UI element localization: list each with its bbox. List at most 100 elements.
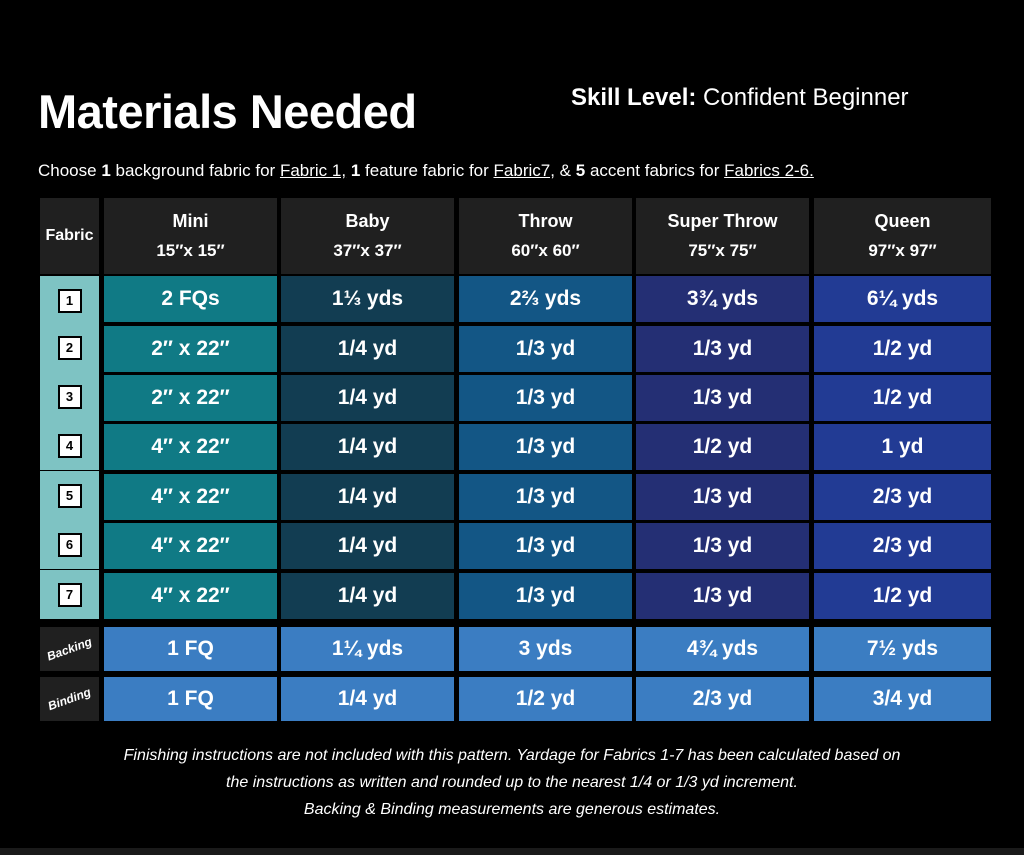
fabric-number-cell: 7 bbox=[40, 570, 99, 619]
yardage-value: 1/3 yd bbox=[515, 386, 576, 409]
yardage-cell-mini: 4″ x 22″ bbox=[104, 474, 277, 520]
fabric-header-label: Fabric bbox=[45, 227, 94, 244]
column-name: Mini bbox=[172, 211, 209, 231]
fabric-number-cell: 1 bbox=[40, 276, 99, 325]
yardage-cell-super-throw: 1/3 yd bbox=[636, 523, 809, 569]
yardage-value: 1/3 yd bbox=[692, 485, 753, 508]
yardage-value: 1/2 yd bbox=[872, 386, 933, 409]
yardage-cell-mini: 4″ x 22″ bbox=[104, 523, 277, 569]
column-header-super-throw: Super Throw 75″x 75″ bbox=[636, 198, 809, 274]
yardage-value: 1 FQ bbox=[167, 687, 214, 710]
yardage-cell-throw: 2⅔ yds bbox=[459, 276, 632, 322]
column-name: Super Throw bbox=[667, 211, 778, 231]
yardage-value: 1/3 yd bbox=[692, 337, 753, 360]
yardage-value: 1/3 yd bbox=[692, 584, 753, 607]
fabric-number-cell: 5 bbox=[40, 471, 99, 520]
binding-cell-mini: 1 FQ bbox=[104, 677, 277, 721]
binding-label-cell: Binding bbox=[40, 677, 99, 721]
yardage-cell-queen: 1 yd bbox=[814, 424, 991, 470]
yardage-value: 1/4 yd bbox=[337, 337, 398, 360]
yardage-value: 1/3 yd bbox=[515, 485, 576, 508]
fabric-number-cell: 2 bbox=[40, 323, 99, 372]
backing-cell-throw: 3 yds bbox=[459, 627, 632, 671]
yardage-value: 1/4 yd bbox=[337, 534, 398, 557]
yardage-cell-throw: 1/3 yd bbox=[459, 474, 632, 520]
yardage-value: 1/4 yd bbox=[337, 687, 398, 710]
yardage-value: 4″ x 22″ bbox=[151, 584, 230, 607]
fabric-number-box: 3 bbox=[57, 384, 82, 409]
yardage-value: 4″ x 22″ bbox=[151, 485, 230, 508]
yardage-cell-baby: 1/4 yd bbox=[281, 424, 454, 470]
intro-part: accent fabrics for bbox=[585, 161, 725, 180]
yardage-cell-mini: 2″ x 22″ bbox=[104, 326, 277, 372]
binding-cell-baby: 1/4 yd bbox=[281, 677, 454, 721]
yardage-cell-queen: 6¼ yds bbox=[814, 276, 991, 322]
backing-cell-queen: 7½ yds bbox=[814, 627, 991, 671]
yardage-cell-baby: 1⅓ yds bbox=[281, 276, 454, 322]
fabric-number-box: 6 bbox=[57, 532, 82, 557]
intro-part: & bbox=[554, 161, 576, 180]
skill-level-label: Skill Level: bbox=[571, 84, 697, 111]
yardage-cell-baby: 1/4 yd bbox=[281, 474, 454, 520]
yardage-cell-baby: 1/4 yd bbox=[281, 326, 454, 372]
intro-count: 5 bbox=[575, 161, 586, 180]
yardage-cell-queen: 2/3 yd bbox=[814, 523, 991, 569]
yardage-value: 2/3 yd bbox=[872, 485, 933, 508]
binding-cell-queen: 3/4 yd bbox=[814, 677, 991, 721]
yardage-value: 2/3 yd bbox=[872, 534, 933, 557]
column-header-baby: Baby 37″x 37″ bbox=[281, 198, 454, 274]
intro-part: Choose bbox=[38, 161, 102, 180]
yardage-value: 2 FQs bbox=[161, 287, 220, 310]
intro-part: background fabric for bbox=[110, 161, 280, 180]
fabric-number-box: 4 bbox=[57, 433, 82, 458]
yardage-cell-mini: 4″ x 22″ bbox=[104, 573, 277, 619]
yardage-value: 1/2 yd bbox=[872, 337, 933, 360]
column-name: Throw bbox=[518, 211, 573, 231]
yardage-cell-super-throw: 1/3 yd bbox=[636, 573, 809, 619]
intro-fabric-ref: Fabric 1, bbox=[279, 161, 347, 180]
yardage-value: 1/2 yd bbox=[872, 584, 933, 607]
yardage-cell-throw: 1/3 yd bbox=[459, 326, 632, 372]
yardage-cell-mini: 4″ x 22″ bbox=[104, 424, 277, 470]
yardage-cell-baby: 1/4 yd bbox=[281, 375, 454, 421]
column-header-queen: Queen 97″x 97″ bbox=[814, 198, 991, 274]
yardage-value: 1/3 yd bbox=[515, 534, 576, 557]
intro-count: 1 bbox=[101, 161, 111, 180]
backing-label-cell: Backing bbox=[40, 627, 99, 671]
yardage-cell-super-throw: 1/3 yd bbox=[636, 474, 809, 520]
yardage-value: 1 yd bbox=[881, 435, 924, 458]
yardage-value: 1/4 yd bbox=[337, 584, 398, 607]
backing-cell-super-throw: 4¾ yds bbox=[636, 627, 809, 671]
yardage-value: 6¼ yds bbox=[866, 287, 939, 310]
fabric-number-box: 2 bbox=[57, 335, 82, 360]
yardage-value: 1/3 yd bbox=[515, 337, 576, 360]
intro-fabric-ref: Fabrics 2-6. bbox=[724, 161, 814, 180]
yardage-value: 4″ x 22″ bbox=[151, 435, 230, 458]
yardage-cell-queen: 1/2 yd bbox=[814, 573, 991, 619]
yardage-cell-super-throw: 1/2 yd bbox=[636, 424, 809, 470]
yardage-value: 3/4 yd bbox=[872, 687, 933, 710]
intro-part: feature fabric for bbox=[360, 161, 494, 180]
yardage-cell-super-throw: 1/3 yd bbox=[636, 375, 809, 421]
binding-cell-throw: 1/2 yd bbox=[459, 677, 632, 721]
yardage-value: 4″ x 22″ bbox=[151, 534, 230, 557]
yardage-value: 7½ yds bbox=[866, 637, 939, 660]
yardage-value: 2″ x 22″ bbox=[151, 337, 230, 360]
yardage-value: 2⅔ yds bbox=[509, 287, 582, 310]
backing-cell-mini: 1 FQ bbox=[104, 627, 277, 671]
yardage-value: 1/3 yd bbox=[692, 386, 753, 409]
fabric-column-header: Fabric bbox=[40, 198, 99, 274]
binding-cell-super-throw: 2/3 yd bbox=[636, 677, 809, 721]
yardage-cell-throw: 1/3 yd bbox=[459, 424, 632, 470]
footer-line: the instructions as written and rounded … bbox=[226, 774, 798, 791]
fabric-number-box: 7 bbox=[57, 582, 82, 607]
yardage-value: 1/3 yd bbox=[515, 435, 576, 458]
yardage-value: 3 yds bbox=[518, 637, 573, 660]
fabric-number-box: 1 bbox=[57, 288, 82, 313]
column-size: 97″x 97″ bbox=[868, 241, 937, 260]
yardage-cell-throw: 1/3 yd bbox=[459, 523, 632, 569]
yardage-value: 1/4 yd bbox=[337, 386, 398, 409]
yardage-value: 2″ x 22″ bbox=[151, 386, 230, 409]
page-title: Materials Needed bbox=[38, 85, 417, 138]
yardage-cell-mini: 2″ x 22″ bbox=[104, 375, 277, 421]
